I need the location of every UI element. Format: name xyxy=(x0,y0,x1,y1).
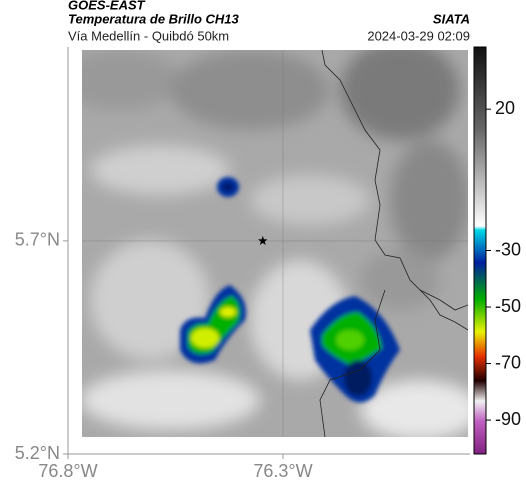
colorbar-tick-label: -50 xyxy=(495,296,521,316)
x-tick-label: 76.8°W xyxy=(38,461,97,481)
subtitle: Temperatura de Brillo CH13 xyxy=(68,11,240,26)
region: Vía Medellín - Quibdó 50km xyxy=(68,28,229,43)
y-tick-label: 5.7°N xyxy=(15,230,60,250)
source: SIATA xyxy=(433,11,470,26)
colorbar-tick-label: -70 xyxy=(495,352,521,372)
y-tick-label: 5.2°N xyxy=(15,443,60,463)
timestamp: 2024-03-29 02:09 xyxy=(367,28,470,43)
map-axes xyxy=(67,47,470,455)
satellite-image xyxy=(82,50,468,437)
title: GOES-EAST xyxy=(68,0,146,12)
colorbar-tick-label: 20 xyxy=(495,98,515,118)
colorbar-tick-label: -30 xyxy=(495,239,521,259)
x-tick-label: 76.3°W xyxy=(253,461,312,481)
colorbar-tick-label: -90 xyxy=(495,409,521,429)
colorbar xyxy=(473,46,487,455)
location-marker xyxy=(258,235,268,245)
